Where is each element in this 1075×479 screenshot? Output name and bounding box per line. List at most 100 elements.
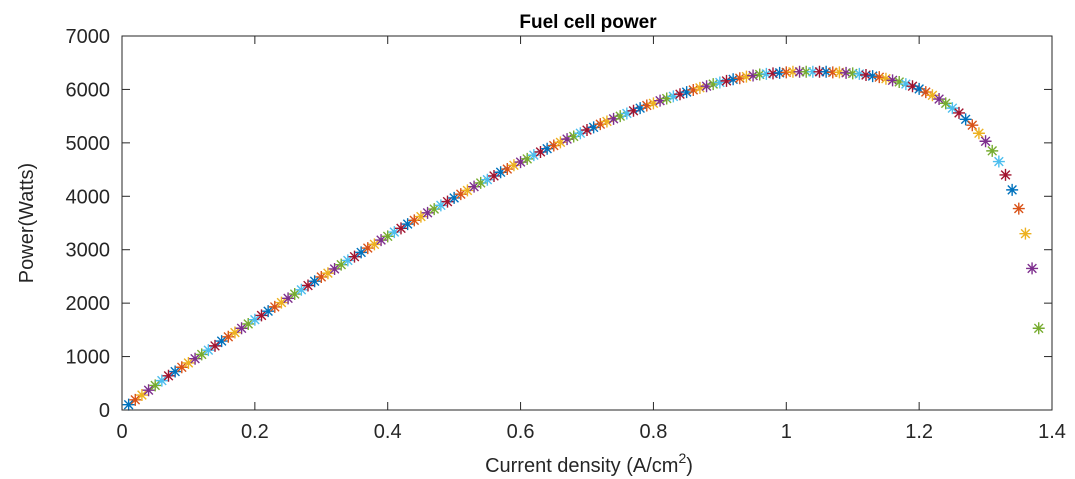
data-point	[135, 389, 148, 402]
data-point	[634, 102, 647, 115]
data-point	[388, 226, 401, 239]
data-point	[507, 159, 520, 172]
data-point	[1032, 322, 1045, 335]
data-point	[275, 296, 288, 309]
data-point	[806, 65, 819, 78]
x-tick-label: 0.2	[241, 421, 269, 443]
data-point	[209, 339, 221, 352]
data-point	[401, 218, 414, 231]
data-point	[328, 262, 341, 275]
data-point	[1019, 227, 1032, 240]
data-point	[826, 66, 839, 79]
data-point	[514, 156, 527, 169]
data-point	[175, 361, 188, 374]
plot-box	[121, 35, 1053, 411]
data-point	[846, 67, 859, 80]
data-point	[142, 384, 155, 397]
data-point	[753, 68, 766, 81]
data-point	[939, 97, 952, 110]
data-point	[527, 149, 540, 162]
y-axis: 0 1000 2000 3000 4000 5000 6000 7000	[66, 26, 1052, 422]
data-point	[454, 188, 467, 201]
data-point	[408, 214, 421, 227]
data-point	[913, 82, 926, 95]
data-point	[647, 97, 660, 110]
data-point	[547, 139, 560, 152]
x-axis-label-superscript: 2	[678, 450, 686, 466]
y-axis-label: Power(Watts)	[16, 163, 38, 283]
data-point	[434, 199, 447, 212]
data-point	[195, 348, 208, 361]
data-point	[474, 176, 487, 189]
data-point	[620, 107, 633, 120]
data-point	[733, 72, 746, 85]
data-point	[879, 72, 892, 85]
data-point	[786, 65, 799, 78]
plot-area	[122, 36, 1052, 410]
data-point	[972, 127, 985, 140]
data-point	[268, 300, 281, 313]
data-point	[933, 93, 946, 106]
data-point	[614, 110, 627, 123]
data-point	[720, 74, 733, 87]
data-point	[747, 69, 760, 82]
data-point	[448, 191, 461, 204]
data-point	[627, 104, 640, 117]
data-point	[288, 288, 301, 301]
y-tick-label: 0	[99, 400, 110, 422]
data-point	[129, 393, 142, 406]
x-axis: 0 0.2 0.4 0.6 0.8 1 1.2 1.4	[116, 36, 1066, 443]
data-point	[966, 119, 979, 132]
data-point	[355, 246, 368, 259]
data-point	[262, 305, 275, 318]
x-axis-label: Current density (A/cm2)	[485, 450, 693, 477]
data-point	[581, 124, 593, 137]
data-point	[341, 254, 354, 267]
data-point	[461, 184, 474, 197]
data-point	[169, 365, 182, 378]
data-point	[866, 70, 879, 83]
data-point	[242, 317, 255, 330]
data-point	[1006, 183, 1019, 196]
y-tick-label: 7000	[66, 26, 111, 48]
data-point	[122, 398, 135, 411]
data-point	[594, 118, 607, 131]
y-tick-label: 3000	[66, 240, 111, 262]
data-point	[727, 73, 740, 86]
data-point	[773, 66, 786, 79]
data-point	[999, 168, 1012, 181]
data-point	[295, 283, 308, 296]
data-point	[282, 292, 295, 305]
data-point	[979, 135, 992, 148]
data-point	[667, 90, 680, 103]
data-point	[421, 206, 434, 219]
y-tick-label: 2000	[66, 293, 111, 315]
x-axis-label-base: Current density (A/cm	[485, 455, 678, 477]
data-point	[162, 369, 175, 382]
x-axis-label-tail: )	[686, 455, 693, 477]
data-point	[873, 71, 886, 84]
data-point	[375, 234, 388, 247]
data-point	[189, 352, 202, 365]
data-point	[494, 166, 507, 179]
data-point	[693, 81, 706, 94]
data-point	[919, 86, 932, 99]
data-point	[414, 210, 427, 223]
x-tick-label: 1.4	[1038, 421, 1066, 443]
data-point	[813, 65, 826, 78]
data-point	[986, 144, 999, 157]
data-point	[893, 75, 906, 88]
x-tick-label: 0.8	[640, 421, 668, 443]
data-point	[767, 67, 779, 80]
data-point	[381, 230, 394, 243]
data-point	[793, 65, 806, 78]
data-point	[567, 130, 580, 143]
data-point	[488, 169, 500, 182]
x-tick-label: 1	[781, 421, 792, 443]
data-point	[840, 66, 853, 79]
data-point	[481, 173, 494, 186]
data-point	[946, 102, 959, 115]
data-point	[574, 127, 587, 140]
data-point	[501, 163, 514, 176]
